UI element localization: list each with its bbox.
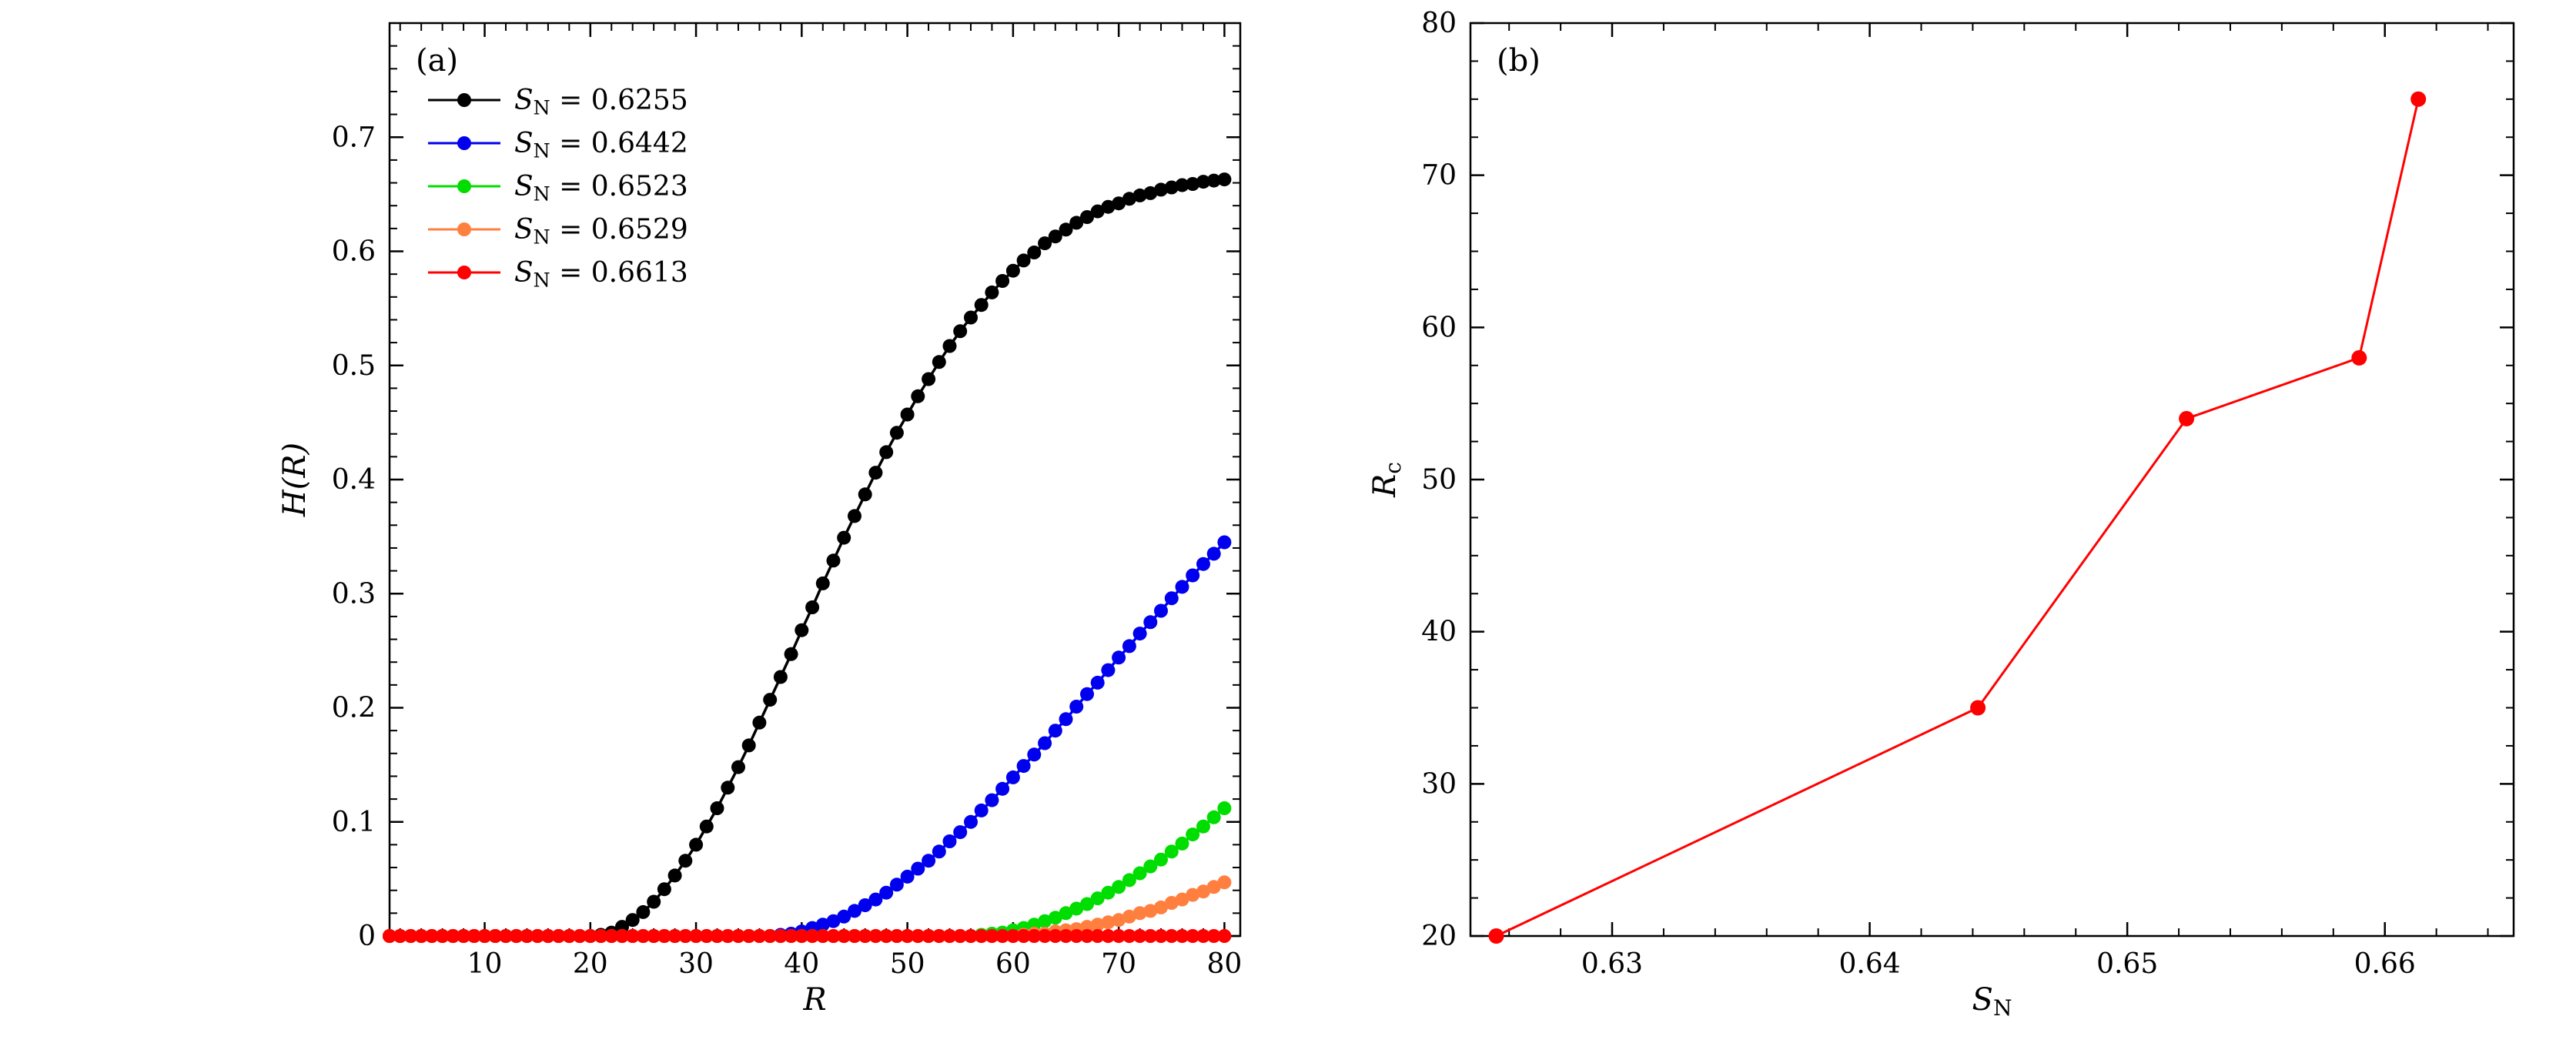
panel-b: 0.63 0.64 0.65 0.66 20 30 40 50 60 70 80 SN Rc (b) bbox=[1367, 8, 2515, 1021]
x-tick-label-a: 70 bbox=[1101, 948, 1136, 980]
legend-entry-4: SN = 0.6613 bbox=[428, 257, 688, 291]
minor-ticks-b bbox=[1470, 23, 2514, 936]
axes-frame-b bbox=[1469, 22, 2515, 938]
x-tick-label-a: 30 bbox=[678, 948, 714, 980]
legend-marker-0 bbox=[457, 93, 471, 107]
series-markers-0 bbox=[383, 172, 1232, 943]
y-tick-label-a: 0.3 bbox=[332, 578, 376, 610]
y-axis-label-a: H(R) bbox=[277, 443, 313, 517]
y-tick-label-a: 0.2 bbox=[332, 693, 376, 724]
legend-marker-1 bbox=[457, 136, 471, 150]
x-tick-label-a: 40 bbox=[784, 948, 819, 980]
legend-entry-1: SN = 0.6442 bbox=[428, 128, 688, 162]
y-tick-label-a: 0 bbox=[358, 921, 376, 952]
y-tick-label-b: 50 bbox=[1421, 464, 1457, 496]
series-markers-1 bbox=[383, 535, 1232, 943]
x-axis-label-b: SN bbox=[1972, 982, 2012, 1021]
legend-label-2: SN = 0.6523 bbox=[514, 171, 688, 205]
x-tick-label-b: 0.64 bbox=[1839, 948, 1901, 980]
series-line-0 bbox=[390, 178, 1225, 938]
y-tick-label-b: 20 bbox=[1421, 921, 1457, 952]
series-line-b bbox=[1495, 99, 2420, 938]
legend-label-0: SN = 0.6255 bbox=[514, 85, 688, 119]
x-axis-label-a: R bbox=[802, 982, 826, 1018]
y-tick-label-a: 0.4 bbox=[332, 464, 376, 496]
y-tick-label-b: 30 bbox=[1421, 768, 1457, 800]
series-line-1 bbox=[390, 541, 1226, 938]
y-tick-label-a: 0.7 bbox=[332, 122, 376, 153]
legend-marker-3 bbox=[457, 222, 471, 236]
x-tick-label-a: 80 bbox=[1207, 948, 1243, 980]
panel-a: 10 20 30 40 50 60 70 80 0 0.1 0.2 0.3 0.4 0.5 0.6 0.7 SN… bbox=[277, 22, 1243, 1018]
legend-entry-3: SN = 0.6529 bbox=[428, 214, 688, 248]
panel-label-a: (a) bbox=[416, 43, 458, 79]
tick-labels-a: 10 20 30 40 50 60 70 80 0 0.1 0.2 0.3 0.4 0.5 0.6 0.7 bbox=[332, 122, 1243, 980]
series-markers-b bbox=[1488, 91, 2427, 944]
x-tick-label-b: 0.66 bbox=[2354, 948, 2416, 980]
x-tick-label-b: 0.65 bbox=[2096, 948, 2158, 980]
y-tick-label-b: 70 bbox=[1421, 160, 1457, 192]
minor-ticks-a bbox=[390, 22, 1240, 936]
legend: SN = 0.6255 SN = 0.6442 SN = 0.6523 SN = 0.… bbox=[428, 85, 688, 291]
legend-label-3: SN = 0.6529 bbox=[514, 214, 688, 248]
x-tick-label-a: 60 bbox=[995, 948, 1031, 980]
legend-entry-0: SN = 0.6255 bbox=[428, 85, 688, 119]
y-tick-label-a: 0.1 bbox=[332, 807, 376, 838]
legend-marker-2 bbox=[457, 179, 471, 193]
axes-frame-a bbox=[388, 22, 1242, 938]
panel-label-b: (b) bbox=[1497, 43, 1541, 79]
legend-label-1: SN = 0.6442 bbox=[514, 128, 688, 162]
x-tick-label-a: 50 bbox=[890, 948, 925, 980]
x-tick-label-b: 0.63 bbox=[1581, 948, 1643, 980]
major-ticks-b bbox=[1470, 22, 2514, 938]
y-tick-label-b: 80 bbox=[1421, 8, 1457, 39]
y-tick-label-a: 0.6 bbox=[332, 236, 376, 268]
y-tick-label-a: 0.5 bbox=[332, 350, 376, 382]
series-line-2 bbox=[390, 807, 1226, 938]
x-tick-label-a: 10 bbox=[467, 948, 503, 980]
y-tick-label-b: 60 bbox=[1421, 312, 1457, 343]
y-axis-label-b: Rc bbox=[1367, 462, 1406, 498]
major-ticks-a bbox=[390, 23, 1240, 938]
legend-entry-2: SN = 0.6523 bbox=[428, 171, 688, 205]
series-markers-4 bbox=[383, 929, 1232, 943]
tick-labels-b: 0.63 0.64 0.65 0.66 20 30 40 50 60 70 80 bbox=[1421, 8, 2416, 980]
legend-marker-4 bbox=[457, 266, 471, 279]
legend-label-4: SN = 0.6613 bbox=[514, 257, 688, 291]
y-tick-label-b: 40 bbox=[1421, 617, 1457, 648]
x-tick-label-a: 20 bbox=[573, 948, 608, 980]
